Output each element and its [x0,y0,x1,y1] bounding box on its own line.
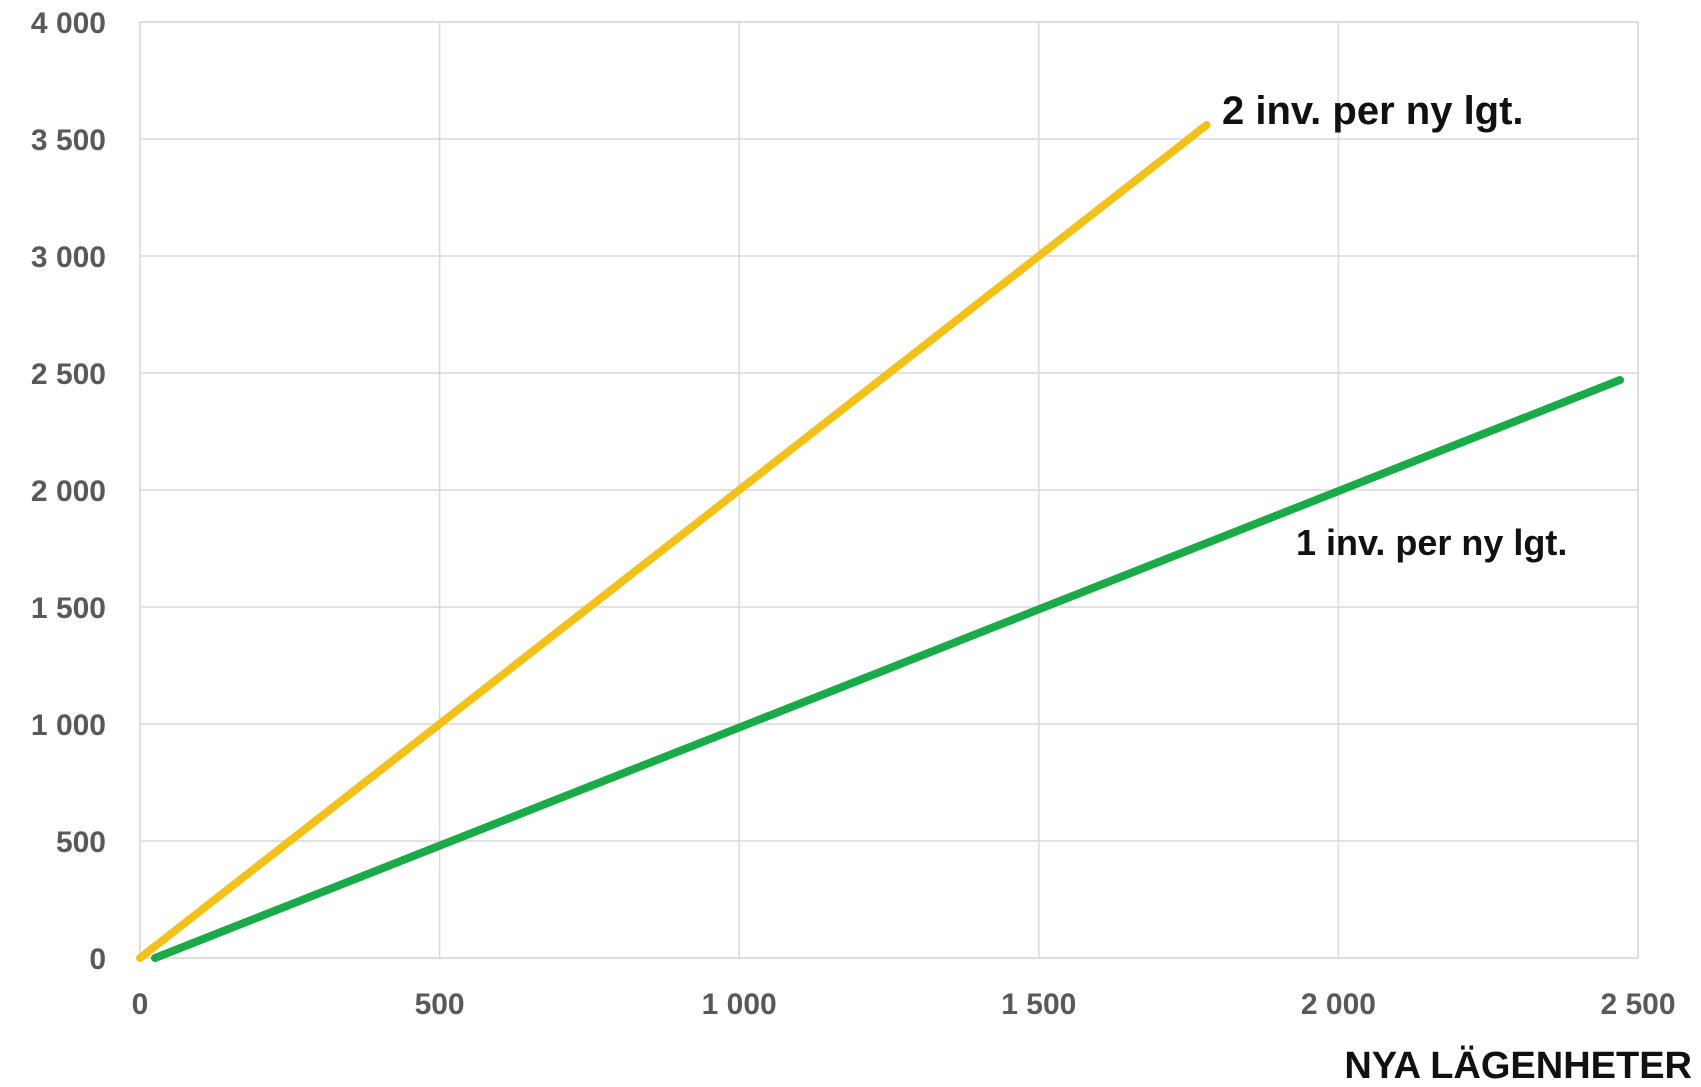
y-tick-label: 4 000 [31,7,106,40]
y-tick-label: 3 000 [31,241,106,274]
x-axis-title: NYA LÄGENHETER [1344,1044,1692,1087]
y-tick-label: 1 000 [31,709,106,742]
series-label-1-inv: 1 inv. per ny lgt. [1296,522,1567,563]
series-label-2-inv: 2 inv. per ny lgt. [1222,89,1524,133]
plot-area-frame [139,21,1639,959]
series-lines [136,121,1624,962]
y-tick-label: 3 500 [31,124,106,157]
y-tick-label: 2 500 [31,358,106,391]
x-tick-label: 2 500 [1600,988,1675,1021]
x-tick-label: 500 [415,988,465,1021]
y-axis-tick-labels: 0 500 1 000 1 500 2 000 2 500 3 000 3 500 4 000 [31,7,106,976]
x-axis-tick-labels: 0 500 1 000 1 500 2 000 2 500 [132,988,1676,1021]
horizontal-gridlines [140,21,1638,959]
x-tick-label: 0 [132,988,149,1021]
series-line-0 [136,121,1211,962]
y-tick-label: 0 [89,943,106,976]
y-tick-label: 500 [56,826,106,859]
x-tick-label: 1 500 [1001,988,1076,1021]
x-tick-label: 1 000 [702,988,777,1021]
series-line-1 [151,376,1624,962]
y-tick-label: 2 000 [31,475,106,508]
y-tick-label: 1 500 [31,592,106,625]
x-tick-label: 2 000 [1301,988,1376,1021]
